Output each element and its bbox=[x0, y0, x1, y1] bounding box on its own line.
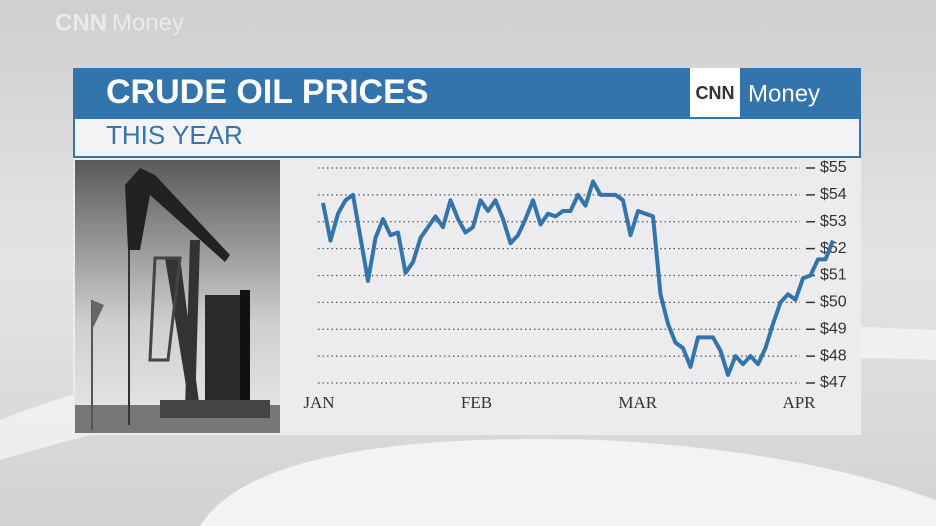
y-tick-label: $47 bbox=[820, 374, 847, 391]
y-tick-label: $49 bbox=[820, 320, 847, 337]
line bbox=[321, 179, 835, 377]
logo-product: Money bbox=[748, 80, 820, 107]
y-tick-label: $55 bbox=[820, 159, 847, 176]
watermark-brand: CNN bbox=[55, 9, 107, 36]
subtitle-bar bbox=[73, 117, 861, 158]
y-tick-label: $53 bbox=[820, 213, 847, 230]
logo-brand: CNN bbox=[696, 83, 735, 103]
y-tick-label: $48 bbox=[820, 347, 847, 364]
y-tick-label: $51 bbox=[820, 267, 847, 284]
chart-subtitle: THIS YEAR bbox=[106, 120, 243, 150]
x-tick-label: APR bbox=[782, 393, 816, 412]
logo-box bbox=[690, 68, 740, 118]
y-tick-label: $50 bbox=[820, 294, 847, 311]
photo bbox=[75, 160, 280, 433]
x-tick-label: FEB bbox=[461, 393, 492, 412]
watermark-product: Money bbox=[112, 9, 184, 36]
y-tick-label: $54 bbox=[820, 186, 847, 203]
chart-title: CRUDE OIL PRICES bbox=[106, 73, 428, 111]
x-tick-label: JAN bbox=[303, 393, 334, 412]
x-tick-label: MAR bbox=[618, 393, 657, 412]
swoosh bbox=[200, 439, 936, 526]
